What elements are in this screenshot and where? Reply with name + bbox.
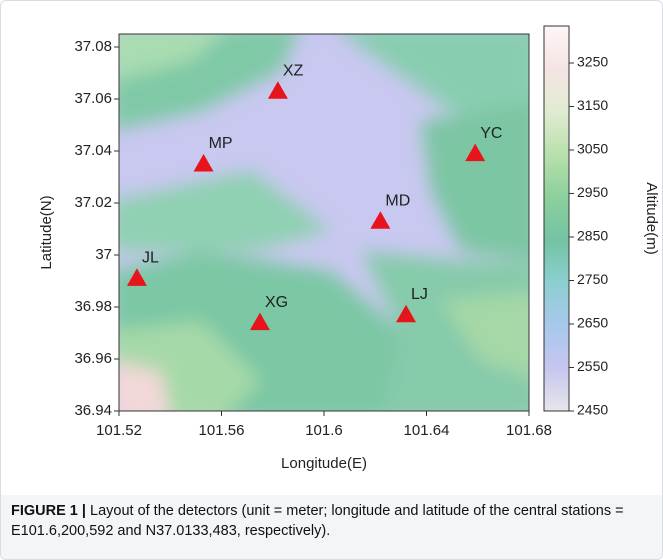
detector-label: YC <box>480 125 502 142</box>
x-tick-label: 101.64 <box>404 422 450 439</box>
y-tick-label: 37.02 <box>74 194 112 211</box>
y-tick-label: 37.06 <box>74 90 112 107</box>
colorbar-label: Altitude(m) <box>643 182 660 255</box>
caption: FIGURE 1 | Layout of the detectors (unit… <box>1 495 663 560</box>
colorbar-tick-label: 2550 <box>577 358 608 374</box>
detector-label: XZ <box>283 62 304 79</box>
x-tick-label: 101.56 <box>199 422 245 439</box>
colorbar-tick-label: 2750 <box>577 271 608 287</box>
x-tick-label: 101.68 <box>506 422 552 439</box>
x-axis-label: Longitude(E) <box>281 455 367 472</box>
detector-label: JL <box>142 250 159 267</box>
colorbar-tick-label: 3050 <box>577 141 608 157</box>
colorbar-tick-label: 3150 <box>577 97 608 113</box>
colorbar-tick-label: 3250 <box>577 54 608 70</box>
colorbar-tick-label: 2950 <box>577 184 608 200</box>
y-tick-label: 36.96 <box>74 350 112 367</box>
y-tick-label: 36.98 <box>74 298 112 315</box>
terrain <box>111 26 541 421</box>
caption-label: FIGURE 1 | <box>11 503 86 519</box>
colorbar <box>544 26 569 411</box>
y-tick-label: 37 <box>95 246 112 263</box>
y-tick-label: 37.04 <box>74 142 112 159</box>
colorbar-tick-label: 2450 <box>577 402 608 418</box>
detector-label: XG <box>265 294 288 311</box>
chart: 101.52 101.56 101.6 101.64 101.68 36.94 36.96 3… <box>1 1 662 495</box>
y-tick-label: 36.94 <box>74 402 112 419</box>
colorbar-tick-label: 2850 <box>577 228 608 244</box>
detector-label: MP <box>209 135 233 152</box>
caption-text: Layout of the detectors (unit = meter; l… <box>11 503 624 539</box>
colorbar-tick-label: 2650 <box>577 315 608 331</box>
detector-label: MD <box>385 192 410 209</box>
x-tick-label: 101.52 <box>96 422 142 439</box>
y-tick-label: 37.08 <box>74 38 112 55</box>
detector-label: LJ <box>411 286 428 303</box>
figure: 101.52 101.56 101.6 101.64 101.68 36.94 36.96 3… <box>0 0 663 560</box>
x-tick-label: 101.6 <box>305 422 343 439</box>
y-axis-label: Latitude(N) <box>38 195 55 269</box>
